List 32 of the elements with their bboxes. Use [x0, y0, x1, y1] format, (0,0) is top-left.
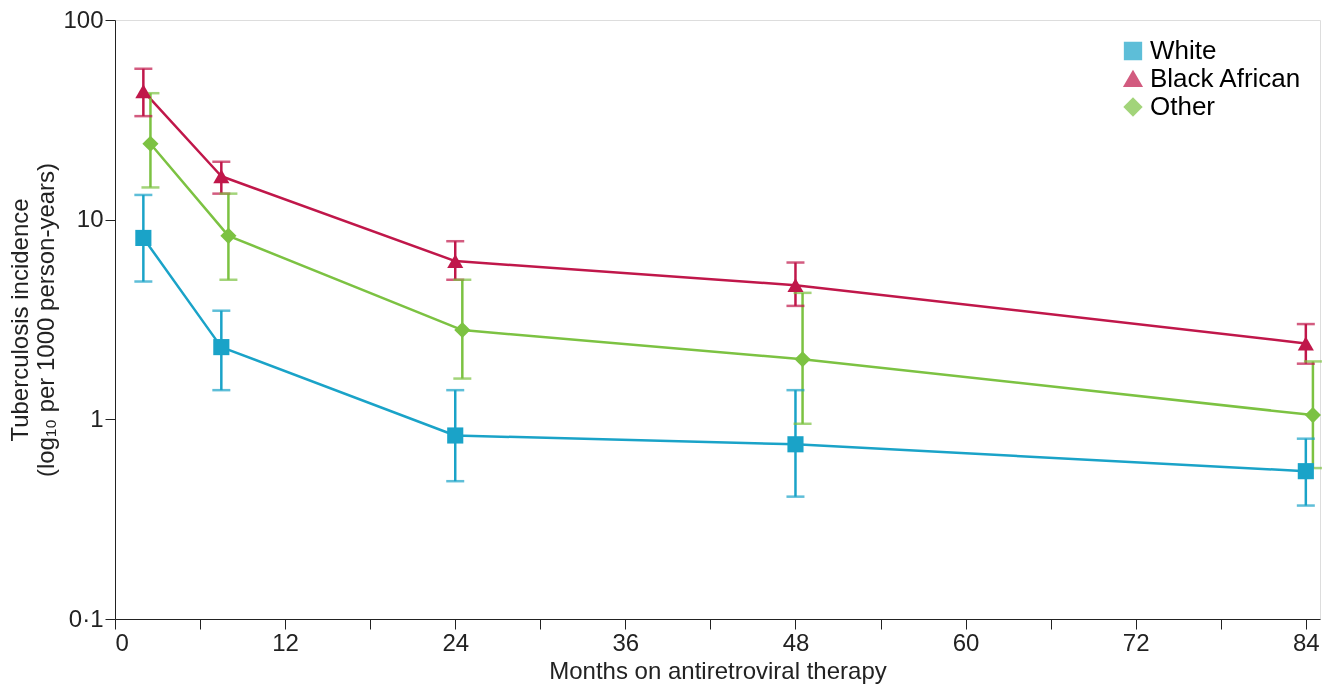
x-tick-label: 36: [612, 628, 640, 656]
point: [787, 436, 804, 453]
y-axis-title: Tuberculosis incidence (log₁₀ per 1000 person-years): [6, 162, 60, 478]
legend-label: Black African: [1150, 63, 1301, 93]
point: [454, 321, 471, 339]
x-tick-label: 48: [782, 628, 810, 656]
point: [447, 427, 464, 444]
point: [220, 227, 237, 244]
x-tick-label: 60: [952, 628, 980, 656]
x-tick-label: 0: [115, 628, 129, 656]
point: [135, 84, 152, 99]
x-tick-label: 24: [442, 628, 470, 656]
x-tick-label: 84: [1292, 628, 1320, 656]
point: [1297, 463, 1314, 480]
y-tick-label: 1: [90, 404, 104, 432]
y-tick-label: 100: [63, 5, 104, 33]
point: [135, 229, 152, 246]
point: [794, 351, 811, 368]
point: [213, 169, 230, 184]
x-axis-title: Months on antiretroviral therapy: [549, 656, 887, 684]
point: [142, 135, 159, 152]
legend-label: White: [1150, 35, 1217, 65]
point: [447, 254, 464, 269]
point: [1304, 407, 1321, 424]
point: [213, 339, 230, 356]
x-tick-label: 72: [1122, 628, 1150, 656]
x-tick-label: 12: [272, 628, 299, 656]
legend-label: Other: [1150, 91, 1216, 121]
y-tick-label: 10: [76, 205, 104, 233]
y-tick-label: 0·1: [68, 604, 104, 632]
point: [787, 278, 804, 293]
point: [1297, 336, 1314, 351]
